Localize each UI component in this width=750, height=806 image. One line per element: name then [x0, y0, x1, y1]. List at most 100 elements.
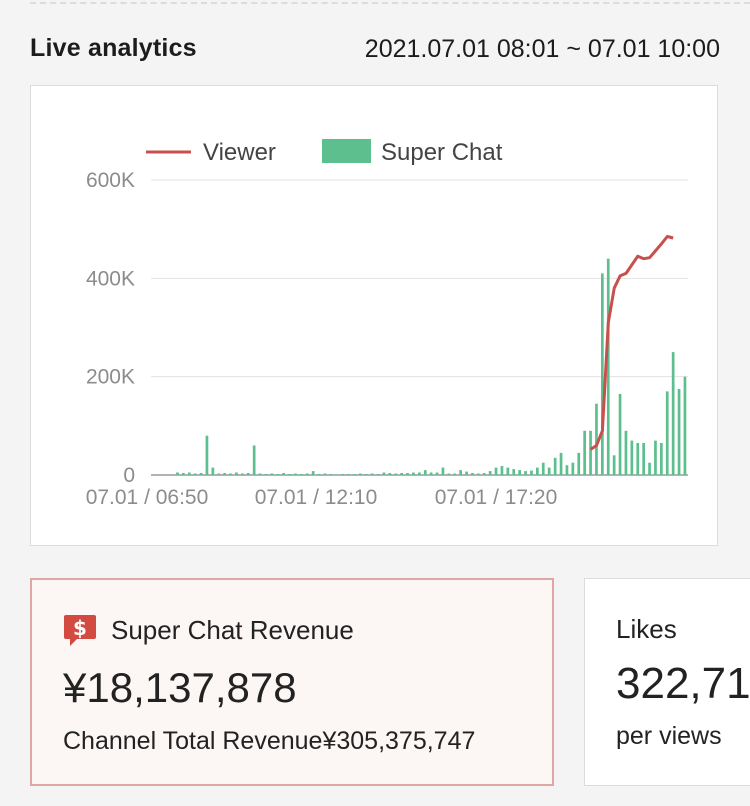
- superchat-bar: [601, 273, 604, 475]
- legend-superchat-swatch: [322, 139, 371, 163]
- superchat-bar: [223, 473, 226, 475]
- top-divider: [30, 2, 750, 4]
- y-tick-label: 0: [123, 464, 135, 487]
- superchat-bar: [606, 258, 610, 475]
- superchat-bar: [270, 473, 274, 475]
- superchat-bar: [329, 474, 333, 475]
- superchat-bar: [335, 474, 339, 475]
- superchat-bar: [229, 473, 232, 475]
- likes-card[interactable]: Likes 322,719 per views: [584, 578, 750, 786]
- superchat-bar: [400, 473, 403, 475]
- y-tick-label: 400K: [86, 267, 135, 290]
- superchat-bar: [618, 393, 622, 475]
- svg-text:$: $: [73, 616, 87, 640]
- superchat-bar: [435, 472, 439, 475]
- superchat-bar: [589, 430, 592, 476]
- likes-value: 322,719: [616, 659, 750, 708]
- superchat-bar: [671, 352, 675, 475]
- superchat-bar: [311, 471, 315, 475]
- superchat-bar: [241, 473, 244, 475]
- superchat-bar: [211, 467, 215, 475]
- superchat-bar: [176, 472, 179, 475]
- superchat-bar: [359, 473, 362, 475]
- superchat-bar: [412, 472, 415, 475]
- x-tick-label: 07.01 / 17:20: [435, 486, 558, 509]
- superchat-bar: [506, 467, 510, 475]
- superchat-bar: [246, 473, 250, 475]
- x-axis: 07.01 / 06:50 07.01 / 12:10 07.01 / 17:20: [86, 486, 558, 509]
- superchat-bar: [665, 391, 669, 475]
- superchat-bar: [288, 474, 291, 475]
- superchat-bar: [636, 443, 640, 475]
- superchat-bars: [176, 258, 687, 476]
- superchat-bar: [353, 474, 356, 475]
- legend-viewer-label: Viewer: [203, 139, 276, 166]
- superchat-bar: [418, 472, 421, 475]
- super-chat-dollar-icon: $: [64, 615, 96, 646]
- superchat-bar: [660, 443, 663, 475]
- superchat-bar: [500, 466, 504, 475]
- superchat-bar: [429, 472, 433, 475]
- channel-total-revenue-label: Channel Total Revenue: [63, 727, 323, 755]
- superchat-bar: [465, 471, 468, 475]
- superchat-bar: [630, 440, 634, 475]
- superchat-bar: [252, 445, 256, 475]
- superchat-bar: [553, 457, 557, 475]
- superchat-bar: [583, 430, 586, 476]
- superchat-bar: [370, 473, 374, 475]
- superchat-bar: [199, 473, 203, 475]
- superchat-bar: [530, 470, 533, 475]
- superchat-bar: [187, 472, 191, 475]
- superchat-bar: [612, 455, 616, 475]
- superchat-bar: [571, 462, 575, 475]
- superchat-bar: [577, 452, 581, 475]
- superchat-bar: [565, 465, 569, 475]
- date-range: 2021.07.01 08:01 ~ 07.01 10:00: [364, 35, 720, 63]
- superchat-bar: [282, 473, 285, 475]
- superchat-bar: [559, 452, 563, 475]
- super-chat-revenue-amount: ¥18,137,878: [63, 664, 297, 711]
- superchat-bar: [376, 474, 380, 475]
- superchat-bar: [624, 430, 628, 476]
- channel-total-revenue: Channel Total Revenue¥305,375,747: [63, 727, 475, 756]
- superchat-bar: [494, 467, 498, 475]
- x-tick-label: 07.01 / 06:50: [86, 486, 209, 509]
- superchat-bar: [547, 467, 551, 475]
- analytics-chart: Viewer Super Chat 600K 400K 200K 0 07.01 / …: [86, 139, 688, 509]
- viewer-line: [589, 235, 674, 451]
- superchat-bar: [276, 474, 280, 475]
- superchat-bar: [258, 473, 262, 475]
- superchat-bar: [512, 469, 516, 475]
- superchat-bar: [482, 473, 486, 475]
- superchat-bar: [388, 473, 392, 475]
- analytics-chart-card: Viewer Super Chat 600K 400K 200K 0 07.01 / …: [30, 85, 718, 546]
- legend-superchat-label: Super Chat: [381, 139, 503, 166]
- superchat-bar: [347, 474, 350, 475]
- superchat-bar: [677, 389, 681, 475]
- y-tick-label: 600K: [86, 169, 135, 192]
- superchat-bar: [459, 470, 462, 475]
- superchat-bar: [394, 473, 398, 475]
- superchat-bar: [683, 376, 687, 475]
- superchat-bar: [182, 473, 185, 475]
- superchat-bar: [453, 473, 457, 475]
- superchat-bar: [341, 474, 344, 475]
- channel-total-revenue-value: ¥305,375,747: [322, 727, 476, 755]
- superchat-bar: [654, 440, 657, 475]
- superchat-bar: [193, 473, 197, 475]
- super-chat-revenue-title: Super Chat Revenue: [111, 615, 354, 645]
- superchat-bar: [642, 443, 645, 475]
- superchat-bar: [364, 474, 368, 475]
- superchat-bar: [294, 473, 297, 475]
- superchat-bar: [595, 403, 598, 475]
- superchat-bar: [488, 471, 492, 475]
- superchat-bar: [441, 467, 445, 475]
- super-chat-revenue-card[interactable]: $ Super Chat Revenue ¥18,137,878 Channel…: [30, 578, 554, 786]
- superchat-bar: [648, 462, 651, 475]
- superchat-bar: [235, 472, 238, 475]
- superchat-bar: [477, 473, 480, 475]
- superchat-bar: [518, 470, 521, 475]
- superchat-bar: [317, 474, 321, 475]
- likes-subtitle: per views: [616, 722, 722, 750]
- superchat-bar: [205, 435, 209, 475]
